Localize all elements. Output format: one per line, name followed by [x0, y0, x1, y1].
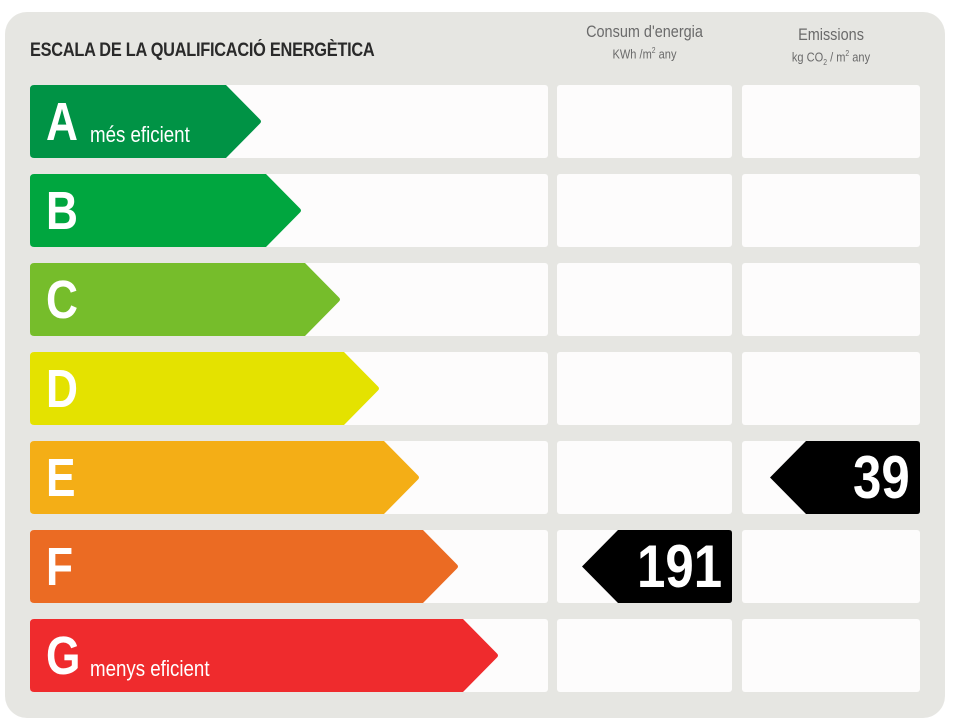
emissions-cell	[742, 619, 920, 692]
rating-letter: F	[46, 537, 74, 597]
emissions-cell	[742, 174, 920, 247]
emissions-label: Emissions	[798, 25, 864, 44]
left-arrow-marker-icon	[770, 441, 920, 514]
rating-row-e: E 39	[30, 441, 920, 514]
rating-row-d: D	[30, 352, 920, 425]
consumption-cell	[557, 85, 732, 158]
rating-letter: A	[46, 92, 78, 152]
rating-letter: G	[46, 626, 81, 686]
rating-row-f: F 191	[30, 530, 920, 603]
rating-bar-f: F	[30, 530, 459, 603]
emissions-cell	[742, 530, 920, 603]
left-arrow-marker-icon	[582, 530, 732, 603]
arrow-shape-icon	[30, 263, 340, 336]
rating-letter: C	[46, 270, 78, 330]
emissions-value-marker: 39	[770, 441, 920, 514]
rating-sublabel: menys eficient	[90, 656, 210, 681]
rating-sublabel: més eficient	[90, 122, 190, 147]
arrow-shape-icon	[30, 85, 261, 158]
rating-letter: B	[46, 181, 78, 241]
arrow-shape-icon	[30, 441, 419, 514]
consumption-cell	[557, 352, 732, 425]
arrow-shape-icon	[30, 352, 379, 425]
consumption-cell	[557, 441, 732, 514]
rating-bar-e: E	[30, 441, 420, 514]
emissions-cell	[742, 352, 920, 425]
rating-bar-c: C	[30, 263, 341, 336]
consumption-label: Consum d'energia	[586, 22, 703, 41]
rating-letter: E	[46, 448, 76, 508]
rating-bar-b: B	[30, 174, 302, 247]
consumption-unit: KWh /m2 any	[612, 46, 677, 62]
consumption-cell	[557, 263, 732, 336]
rating-bar-d: D	[30, 352, 380, 425]
emissions-cell	[742, 263, 920, 336]
emissions-cell	[742, 85, 920, 158]
rating-row-b: B	[30, 174, 920, 247]
emissions-column-header: Emissions kg CO2 / m2 any	[742, 25, 920, 67]
arrow-shape-icon	[30, 619, 498, 692]
page-title: ESCALA DE LA QUALIFICACIÓ ENERGÈTICA	[30, 40, 375, 61]
consumption-cell	[557, 619, 732, 692]
emissions-value: 39	[853, 444, 910, 511]
consumption-cell	[557, 174, 732, 247]
consumption-column-header: Consum d'energia KWh /m2 any	[557, 22, 732, 61]
emissions-unit: kg CO2 / m2 any	[791, 49, 871, 67]
consumption-value: 191	[636, 533, 722, 600]
arrow-shape-icon	[30, 174, 301, 247]
arrow-shape-icon	[30, 530, 458, 603]
rating-letter: D	[46, 359, 78, 419]
consumption-value-marker: 191	[582, 530, 732, 603]
rating-row-c: C	[30, 263, 920, 336]
